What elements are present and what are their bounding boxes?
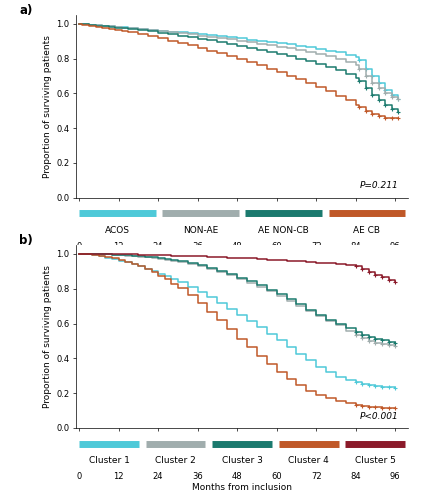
Text: Cluster 3: Cluster 3 [221, 456, 263, 466]
Text: 72: 72 [311, 242, 322, 250]
Text: 0: 0 [77, 472, 82, 481]
Text: AE CB: AE CB [353, 226, 380, 235]
Text: b): b) [19, 234, 33, 248]
Text: Months from inclusion: Months from inclusion [192, 483, 292, 492]
Text: 36: 36 [192, 472, 203, 481]
Text: AE NON-CB: AE NON-CB [258, 226, 309, 235]
Text: Cluster 4: Cluster 4 [288, 456, 329, 466]
Text: 48: 48 [232, 242, 242, 250]
Text: 12: 12 [113, 472, 124, 481]
Text: 36: 36 [192, 242, 203, 250]
Text: ACOS: ACOS [105, 226, 130, 235]
Y-axis label: Proportion of surviving patients: Proportion of surviving patients [43, 265, 52, 408]
Text: P=0.211: P=0.211 [360, 182, 398, 190]
Text: 60: 60 [272, 472, 282, 481]
Text: 84: 84 [350, 472, 361, 481]
Y-axis label: Proportion of surviving patients: Proportion of surviving patients [43, 35, 52, 178]
Text: Cluster 1: Cluster 1 [88, 456, 130, 466]
Text: 24: 24 [153, 472, 163, 481]
Text: 0: 0 [77, 242, 82, 250]
Text: NON-AE: NON-AE [183, 226, 218, 235]
Text: 60: 60 [272, 242, 282, 250]
Text: 48: 48 [232, 472, 242, 481]
Text: 96: 96 [390, 242, 400, 250]
Text: Cluster 5: Cluster 5 [354, 456, 396, 466]
Text: 84: 84 [350, 242, 361, 250]
Text: 96: 96 [390, 472, 400, 481]
Text: Cluster 2: Cluster 2 [155, 456, 196, 466]
Text: 72: 72 [311, 472, 322, 481]
Text: 12: 12 [113, 242, 124, 250]
Text: P<0.001: P<0.001 [360, 412, 398, 420]
Text: a): a) [19, 4, 32, 17]
Text: 24: 24 [153, 242, 163, 250]
